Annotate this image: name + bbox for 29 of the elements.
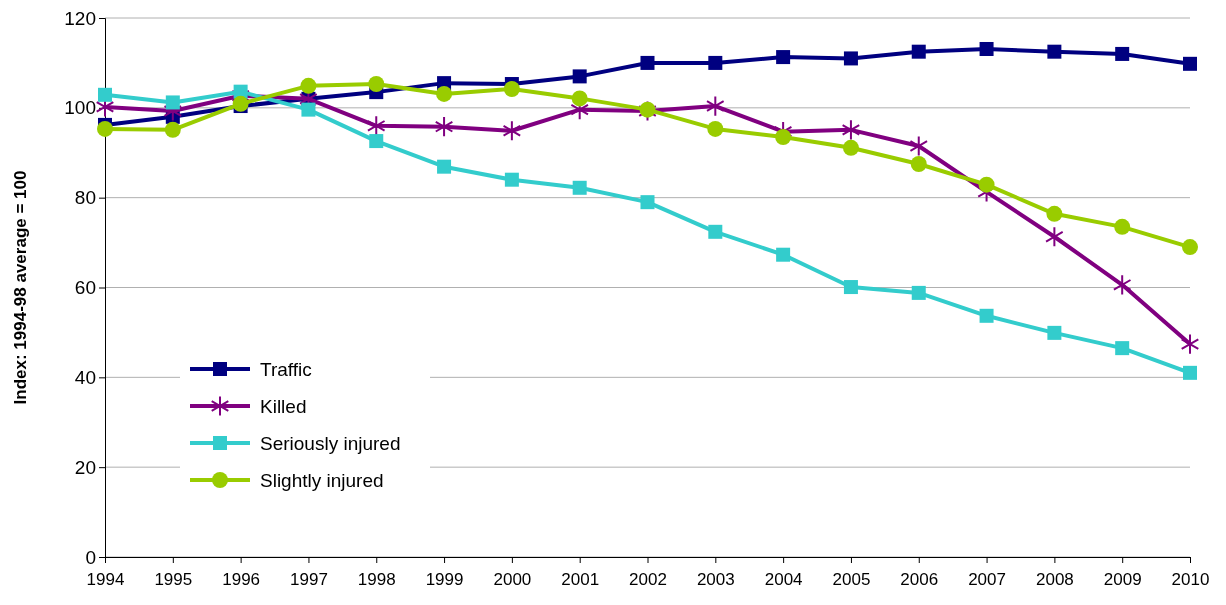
x-tick-label: 2005 xyxy=(832,569,871,589)
x-tick-label: 1996 xyxy=(222,569,261,589)
y-axis-title: Index: 1994-98 average = 100 xyxy=(11,170,30,405)
legend-label: Killed xyxy=(260,395,307,417)
x-tick-label: 2007 xyxy=(968,569,1006,589)
x-tick-label: 2003 xyxy=(696,569,735,589)
x-tick-label: 2010 xyxy=(1171,569,1210,589)
x-tick-label: 2009 xyxy=(1103,569,1142,589)
y-tick-label: 100 xyxy=(64,97,96,119)
x-tick-label: 2004 xyxy=(764,569,803,589)
x-tick-label: 1999 xyxy=(425,569,464,589)
x-tick-label: 2006 xyxy=(900,569,939,589)
y-tick-label: 40 xyxy=(74,366,96,388)
y-tick-label: 20 xyxy=(74,456,96,478)
y-tick-label: 60 xyxy=(74,277,96,299)
x-tick-label: 2000 xyxy=(493,569,532,589)
legend-label: Traffic xyxy=(260,358,312,380)
legend-label: Seriously injured xyxy=(260,432,401,454)
x-tick-label: 1997 xyxy=(290,569,328,589)
x-tick-label: 1998 xyxy=(357,569,396,589)
y-tick-label: 0 xyxy=(85,546,96,568)
legend-label: Slightly injured xyxy=(260,469,384,491)
x-tick-label: 2002 xyxy=(629,569,667,589)
y-tick-label: 120 xyxy=(64,7,96,29)
x-tick-label: 2001 xyxy=(561,569,600,589)
x-tick-label: 2008 xyxy=(1035,569,1074,589)
x-tick-label: 1995 xyxy=(154,569,193,589)
y-tick-label: 80 xyxy=(74,187,96,209)
x-tick-label: 1994 xyxy=(86,569,125,589)
